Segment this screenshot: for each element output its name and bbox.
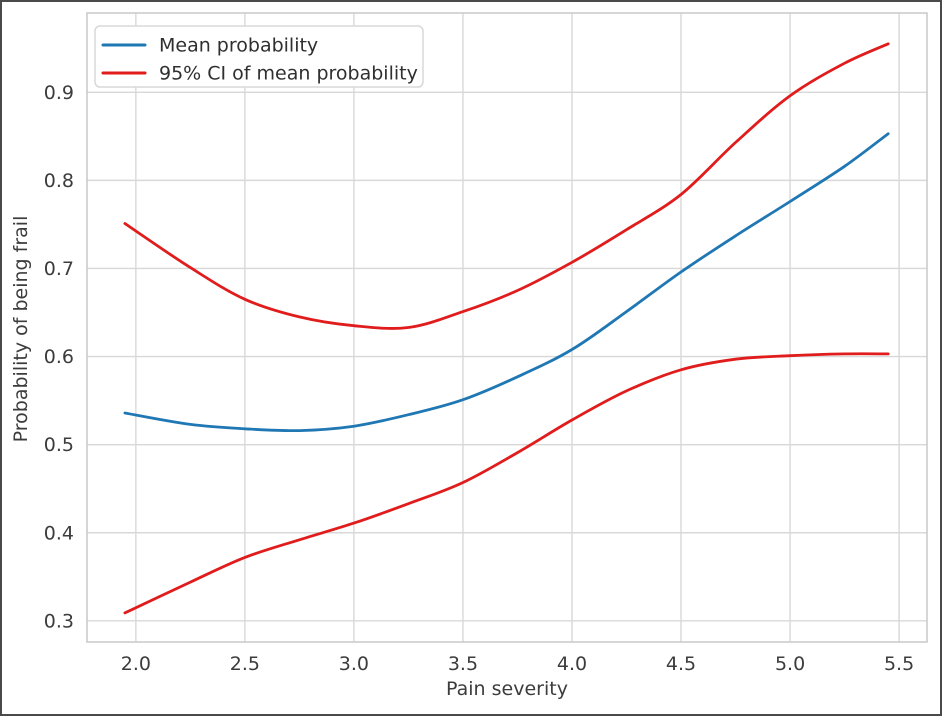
legend: Mean probability 95% CI of mean probabili… [94,25,424,88]
y-tick-label: 0.7 [44,258,74,280]
plot-border [86,12,928,643]
series-line-1 [123,352,890,615]
series-line-0 [123,42,890,330]
gridlines [87,13,927,642]
x-tick-label: 2.5 [230,653,260,675]
x-tick-label: 2.0 [121,653,151,675]
x-tick-label: 3.5 [448,653,478,675]
legend-box [94,25,424,88]
y-tick-label: 0.4 [44,522,74,544]
x-tick-labels: 2.0 2.5 3.0 3.5 4.0 4.5 5.0 5.5 [121,653,914,675]
series-lines [123,42,890,615]
x-tick-label: 5.5 [884,653,914,675]
x-axis-label: Pain severity [446,678,568,700]
y-tick-label: 0.8 [44,170,74,192]
legend-label: 95% CI of mean probability [159,63,418,85]
y-tick-labels: 0.3 0.4 0.5 0.6 0.7 0.8 0.9 [44,82,74,633]
y-tick-label: 0.5 [44,434,74,456]
x-tick-label: 5.0 [775,653,805,675]
y-tick-label: 0.9 [44,82,74,104]
legend-label: Mean probability [159,35,318,57]
x-tick-label: 4.5 [666,653,696,675]
x-tick-label: 3.0 [339,653,369,675]
y-tick-label: 0.3 [44,610,74,632]
x-tick-label: 4.0 [557,653,587,675]
y-tick-label: 0.6 [44,346,74,368]
series-line-2 [123,132,890,433]
y-axis-label: Probability of being frail [10,216,32,443]
